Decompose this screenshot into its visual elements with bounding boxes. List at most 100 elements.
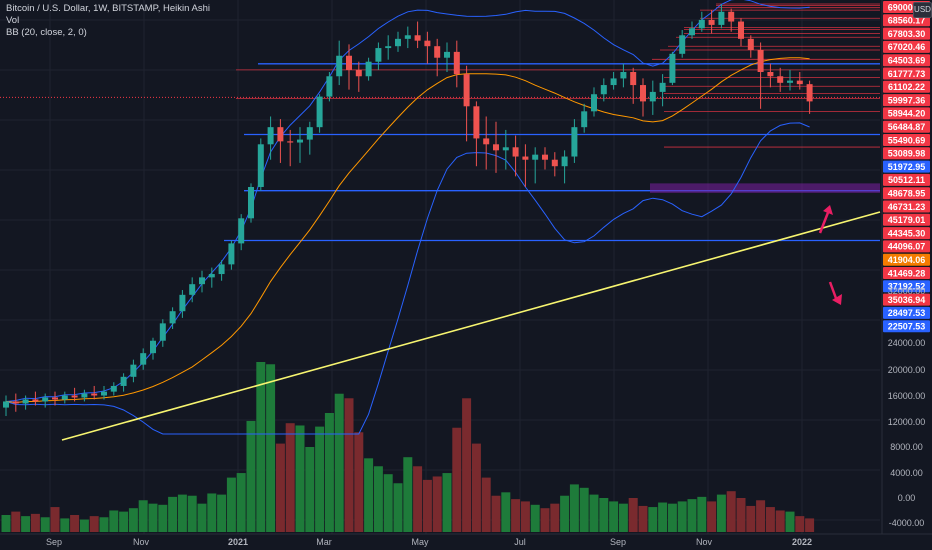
volume-bar — [560, 495, 570, 532]
candle-body — [228, 243, 235, 265]
arrow-up-head — [823, 205, 833, 215]
candle-body — [267, 127, 274, 145]
candle-body — [385, 46, 392, 49]
price-label-box — [883, 134, 930, 146]
volume-bar — [550, 503, 560, 532]
price-tick-label: 0.00 — [898, 493, 916, 503]
volume-bar — [256, 362, 266, 532]
price-label: 48678.95 — [888, 189, 926, 199]
volume-bar — [21, 516, 31, 532]
price-label-box — [883, 67, 930, 80]
volume-bar — [520, 501, 530, 532]
candle-body — [159, 323, 166, 341]
volume-bar — [236, 473, 246, 532]
candle-body — [150, 340, 156, 354]
candle-body — [600, 85, 607, 95]
volume-bar — [491, 495, 501, 532]
candle-body — [738, 21, 744, 39]
symbol-title[interactable]: Bitcoin / U.S. Dollar, 1W, BITSTAMP, Hei… — [6, 3, 210, 14]
price-label-box — [883, 94, 930, 107]
price-label-box — [883, 293, 930, 306]
price-label-box — [883, 120, 930, 133]
trendline — [61, 211, 881, 441]
candle-body — [551, 159, 558, 167]
candle-body — [199, 277, 205, 285]
target-zone — [650, 183, 880, 193]
volume-bar — [324, 413, 334, 532]
chart-legend: Bitcoin / U.S. Dollar, 1W, BITSTAMP, Hei… — [6, 3, 210, 39]
volume-bar — [50, 507, 60, 532]
candle-body — [747, 38, 754, 50]
candle-body — [404, 35, 411, 39]
volume-bar — [677, 501, 687, 532]
volume-bar — [177, 494, 187, 532]
price-label-box — [883, 306, 930, 319]
price-label-box — [883, 54, 930, 67]
price-label: 56484.87 — [888, 122, 926, 132]
bb-indicator-label[interactable]: BB (20, close, 2, 0) — [6, 27, 87, 38]
price-label: 58944.20 — [888, 109, 926, 119]
candle-body — [130, 364, 137, 377]
candle-body — [777, 76, 784, 83]
candle-body — [591, 94, 597, 112]
bb-basis-line — [5, 57, 810, 404]
time-tick-label: 2022 — [792, 537, 812, 547]
candle-body — [22, 399, 29, 404]
candle-body — [493, 144, 499, 151]
candle-body — [336, 55, 343, 77]
volume-bar — [334, 393, 344, 532]
candle-body — [483, 138, 490, 145]
price-label-box — [883, 80, 930, 93]
time-axis[interactable]: Sep Nov 2021 Mar May Jul Sep Nov 2022 — [0, 533, 932, 550]
volume-bar — [383, 474, 393, 532]
price-label: 61777.73 — [888, 69, 926, 79]
price-label: 59997.36 — [888, 95, 926, 105]
price-label-box — [883, 240, 930, 253]
candle-body — [355, 69, 362, 77]
price-tick-label: -4000.00 — [889, 518, 925, 528]
candle-body — [189, 284, 196, 295]
volume-bar — [422, 479, 432, 532]
price-label-box — [883, 40, 930, 53]
volume-bar — [471, 443, 481, 532]
price-label-box — [883, 253, 930, 266]
volume-bar — [589, 494, 599, 532]
candle-body — [326, 76, 333, 97]
candle-body — [444, 51, 450, 58]
currency-badge[interactable]: USD — [913, 2, 932, 18]
volume-bars — [1, 362, 815, 532]
price-label: 44096.07 — [888, 242, 926, 252]
candle-body — [620, 71, 627, 79]
candle-body — [787, 80, 793, 83]
price-label-box — [883, 187, 930, 200]
volume-indicator-label[interactable]: Vol — [6, 15, 20, 26]
candle-body — [669, 53, 676, 83]
volume-bar — [795, 516, 805, 532]
candle-body — [71, 395, 78, 398]
volume-bar — [452, 427, 462, 532]
volume-bar — [501, 492, 511, 532]
volume-bar — [119, 511, 129, 532]
volume-bar — [393, 483, 403, 532]
price-label-box — [883, 147, 930, 160]
candle-body — [208, 274, 215, 278]
volume-bar — [785, 511, 795, 532]
bb-upper-band — [5, 0, 810, 402]
candle-body — [473, 106, 480, 139]
candle-body — [728, 11, 735, 22]
candle-body — [395, 38, 401, 47]
volume-bar — [530, 504, 540, 532]
candle-body — [3, 401, 9, 408]
price-label-box — [883, 213, 930, 226]
candle-body — [91, 393, 98, 396]
candle-body — [238, 218, 245, 244]
candle-body — [806, 84, 813, 102]
volume-bar — [109, 510, 119, 532]
candle-body — [718, 11, 725, 25]
volume-bar — [246, 420, 256, 532]
price-axis[interactable]: 69000.00 68560.17 67803.30 67020.46 64503.69… — [881, 0, 932, 534]
volume-bar — [638, 505, 648, 532]
candle-body — [561, 156, 568, 167]
candle-body — [365, 61, 372, 77]
